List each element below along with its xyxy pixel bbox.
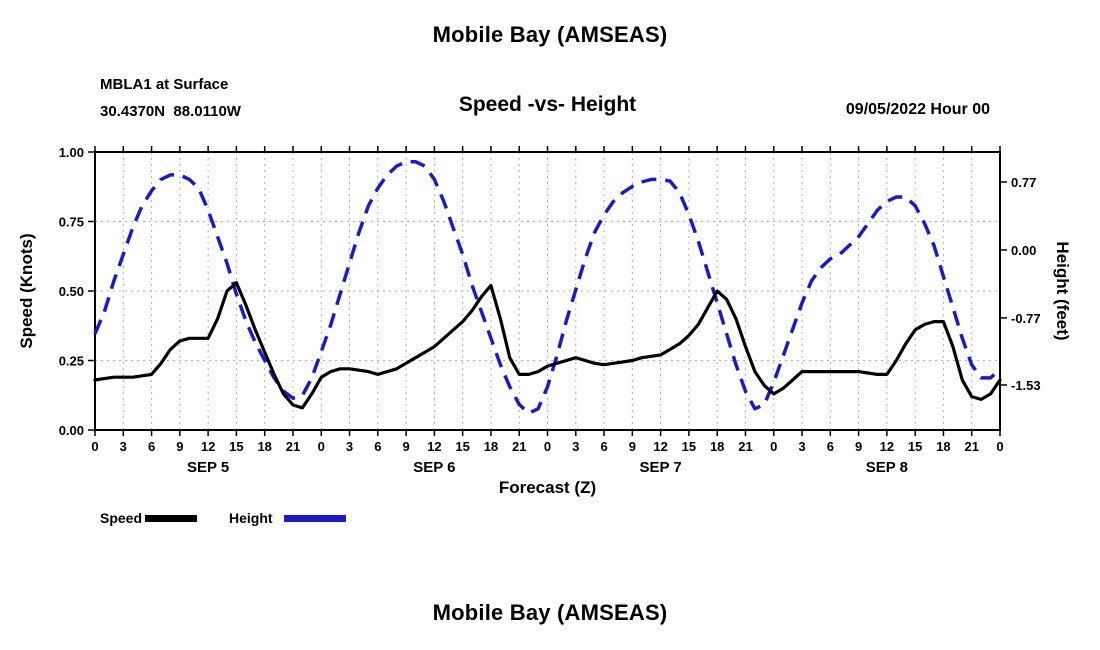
forecast-axis-label: Forecast (Z) — [498, 478, 597, 497]
x-tick-label: 9 — [629, 439, 636, 454]
x-tick-label: 21 — [964, 439, 978, 454]
left-tick-label: 0.00 — [59, 423, 84, 438]
left-tick-label: 1.00 — [59, 145, 84, 160]
x-tick-label: 3 — [120, 439, 127, 454]
x-tick-label: 3 — [572, 439, 579, 454]
right-tick-label: 0.00 — [1011, 243, 1036, 258]
day-label: SEP 7 — [639, 459, 681, 476]
height-series-line — [93, 159, 1002, 415]
x-tick-label: 12 — [427, 439, 441, 454]
left-tick-label: 0.25 — [59, 354, 84, 369]
left-tick-label: 0.50 — [59, 284, 84, 299]
x-tick-label: 9 — [402, 439, 409, 454]
chart-title-bottom: Mobile Bay (AMSEAS) — [432, 600, 668, 625]
x-tick-label: 21 — [286, 439, 300, 454]
legend-speed-line-swatch — [145, 515, 197, 522]
x-tick-label: 21 — [512, 439, 526, 454]
x-tick-label: 0 — [996, 439, 1003, 454]
x-tick-label: 6 — [827, 439, 834, 454]
x-tick-label: 15 — [908, 439, 922, 454]
x-tick-label: 15 — [455, 439, 469, 454]
day-label: SEP 8 — [866, 459, 908, 476]
x-tick-label: 15 — [682, 439, 696, 454]
x-tick-label: 0 — [91, 439, 98, 454]
x-tick-label: 6 — [374, 439, 381, 454]
legend-speed-label: Speed — [100, 510, 143, 526]
x-tick-label: 12 — [201, 439, 215, 454]
x-tick-label: 18 — [710, 439, 724, 454]
x-tick-label: 0 — [318, 439, 325, 454]
day-label: SEP 5 — [187, 459, 229, 476]
datetime-label: 09/05/2022 Hour 00 — [845, 101, 990, 118]
x-tick-label: 9 — [176, 439, 183, 454]
coordinates-label: 30.4370N 88.0110W — [100, 103, 241, 120]
left-tick-label: 0.75 — [59, 215, 84, 230]
legend-height-line-swatch — [284, 515, 346, 522]
right-tick-label: -0.77 — [1011, 311, 1041, 326]
right-tick-label: 0.77 — [1011, 175, 1036, 190]
x-tick-label: 12 — [880, 439, 894, 454]
day-label: SEP 6 — [413, 459, 455, 476]
x-tick-label: 12 — [653, 439, 667, 454]
x-tick-label: 0 — [770, 439, 777, 454]
chart-title-top: Mobile Bay (AMSEAS) — [432, 22, 668, 47]
x-tick-label: 9 — [855, 439, 862, 454]
chart-subtitle: Speed -vs- Height — [458, 93, 637, 116]
station-label: MBLA1 at Surface — [100, 76, 229, 93]
x-tick-label: 3 — [798, 439, 805, 454]
x-tick-label: 6 — [600, 439, 607, 454]
x-tick-label: 3 — [346, 439, 353, 454]
x-tick-label: 18 — [936, 439, 950, 454]
x-tick-label: 15 — [229, 439, 243, 454]
right-tick-label: -1.53 — [1011, 378, 1041, 393]
speed-series-line — [93, 281, 1002, 410]
legend-height-label: Height — [229, 510, 273, 526]
x-tick-label: 0 — [544, 439, 551, 454]
x-tick-label: 18 — [484, 439, 498, 454]
x-tick-label: 6 — [148, 439, 155, 454]
x-tick-label: 18 — [257, 439, 271, 454]
x-tick-label: 21 — [738, 439, 752, 454]
